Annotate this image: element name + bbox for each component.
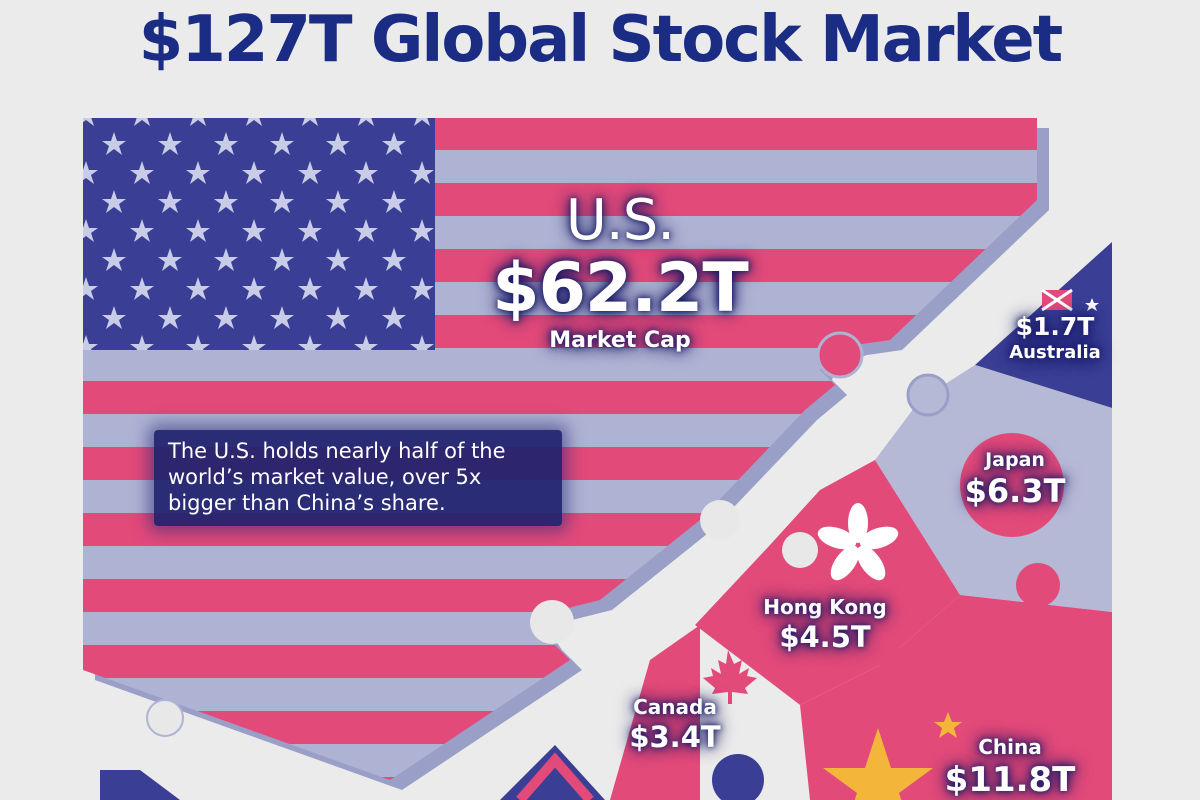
australia-value: $1.7T <box>1015 312 1095 341</box>
us-value: $62.2T <box>492 249 748 328</box>
japan-label: Japan $6.3T <box>940 448 1090 510</box>
us-knob-4 <box>146 699 184 737</box>
us-knob-2 <box>700 500 740 540</box>
china-knob <box>880 648 920 688</box>
hong-kong-value: $4.5T <box>779 620 871 654</box>
canada-knob <box>712 754 764 800</box>
us-knob-3 <box>530 600 574 644</box>
hong-kong-name: Hong Kong <box>763 595 887 619</box>
hong-kong-bauhinia-icon <box>817 503 899 581</box>
canada-name: Canada <box>633 695 717 719</box>
china-small-star-icon <box>934 712 962 738</box>
us-note-callout: The U.S. holds nearly half of the world’… <box>154 430 562 526</box>
japan-knob <box>1016 563 1060 607</box>
australia-flag-detail <box>1041 288 1099 312</box>
australia-label: $1.7T Australia <box>1000 312 1110 364</box>
japan-sun-disc <box>960 433 1064 537</box>
canada-label: Canada $3.4T <box>615 694 735 754</box>
us-sublabel: Market Cap <box>549 328 691 353</box>
china-name: China <box>978 735 1042 759</box>
china-label: China $11.8T <box>935 734 1085 800</box>
canada-red-band <box>610 625 700 800</box>
uk-cross <box>516 752 594 800</box>
australia-piece <box>975 242 1112 408</box>
china-value: $11.8T <box>944 760 1076 800</box>
australia-name: Australia <box>1009 342 1101 363</box>
japan-name: Japan <box>985 449 1045 471</box>
japan-knob-2 <box>906 373 950 417</box>
hong-kong-piece <box>695 460 960 705</box>
us-knob-1 <box>816 331 864 379</box>
us-label: U.S. $62.2T Market Cap <box>470 190 770 356</box>
japan-value: $6.3T <box>964 472 1066 510</box>
canada-value: $3.4T <box>629 720 721 754</box>
hong-kong-label: Hong Kong $4.5T <box>745 594 905 654</box>
page-title: $127T Global Stock Market <box>138 3 1063 77</box>
hong-kong-knob <box>782 532 818 568</box>
china-big-star-icon <box>823 728 933 800</box>
bottom-left-piece <box>100 770 180 800</box>
us-name: U.S. <box>565 188 675 253</box>
maple-leaf-icon <box>703 650 757 704</box>
